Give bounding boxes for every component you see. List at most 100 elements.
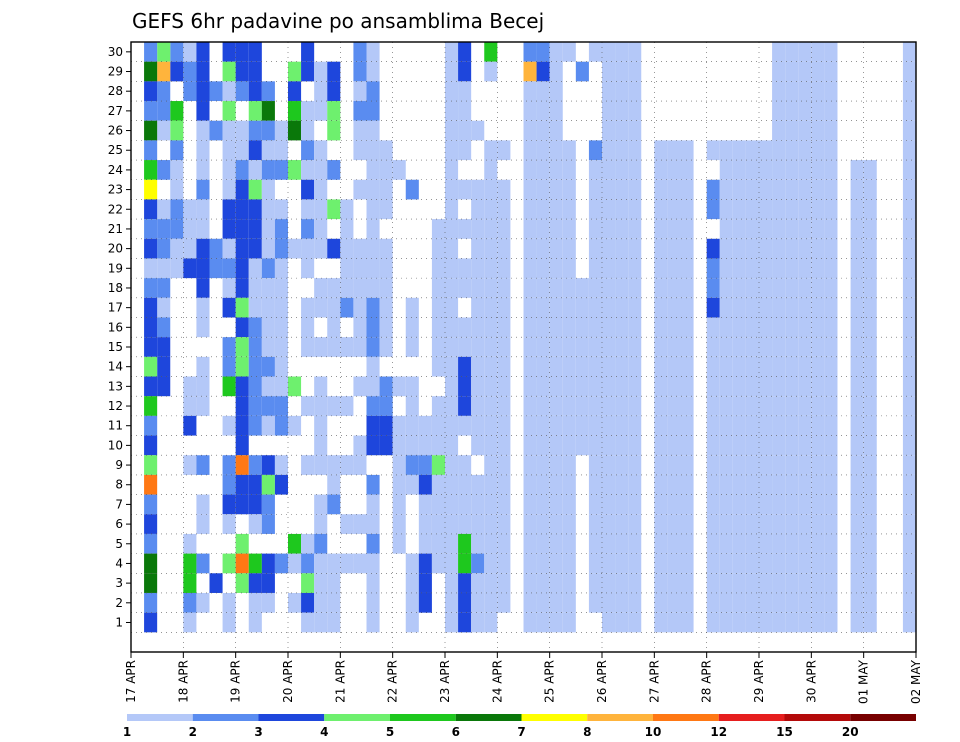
precip-cell [562,415,576,436]
precip-cell [863,199,877,220]
precip-cell [654,553,668,574]
y-tick-label: 11 [108,419,123,433]
precip-cell [288,238,302,259]
colorbar-level-label: 1 [123,725,131,739]
precip-cell [248,238,262,259]
precip-cell [562,612,576,633]
precip-cell [549,356,563,377]
precip-cell [902,494,916,515]
precip-cell [327,297,341,318]
precip-cell [314,179,328,200]
precip-cell [183,415,197,436]
precip-cell [902,219,916,239]
precip-cell [222,258,236,279]
precip-cell [602,494,616,515]
precip-cell [484,297,498,318]
precip-cell [615,573,629,593]
precip-cell [157,317,171,338]
precip-cell [549,553,563,574]
precip-cell [353,317,367,338]
precip-cell [759,494,773,515]
precip-cell [549,42,563,62]
precip-cell [667,356,681,377]
precip-cell [445,376,459,397]
precip-cell [602,61,616,82]
precip-cell [471,553,485,574]
precip-cell [549,199,563,220]
precip-cell [157,61,171,82]
precip-cell [144,415,158,436]
precip-cell [431,356,445,377]
precip-cell [301,317,315,338]
precip-cell [759,278,773,298]
precip-cell [536,199,550,220]
precip-cell [222,494,236,515]
precip-cell [902,199,916,220]
precip-cell [549,494,563,515]
precip-cell [549,455,563,475]
precip-cell [209,120,223,141]
precip-cell [445,101,459,121]
precip-cell [824,415,838,436]
precip-cell [549,317,563,338]
y-tick-label: 1 [115,615,123,629]
precip-cell [144,317,158,338]
precip-cell [314,514,328,534]
precip-cell [628,435,642,456]
precip-cell [706,297,720,318]
precip-cell [615,396,629,416]
precip-cell [811,238,825,259]
precip-cell [628,474,642,495]
precip-cell [772,297,786,318]
precip-cell [523,297,537,318]
precip-cell [484,494,498,515]
precip-cell [811,494,825,515]
precip-cell [628,160,642,180]
precip-cell [379,396,393,416]
precip-cell [235,356,249,377]
precip-cell [575,396,589,416]
precip-cell [183,592,197,613]
precip-cell [196,553,210,574]
precip-cell [745,258,759,279]
precip-cell [366,160,380,180]
precip-cell [902,297,916,318]
precip-cell [772,553,786,574]
precip-cell [144,297,158,318]
precip-cell [327,160,341,180]
precip-cell [222,42,236,62]
precip-cell [863,219,877,239]
precip-cell [523,612,537,633]
precip-cell [588,573,602,593]
precip-cell [602,317,616,338]
precip-cell [785,337,799,357]
precip-cell [288,160,302,180]
precip-cell [235,297,249,318]
precip-cell [628,592,642,613]
precip-cell [458,396,472,416]
precip-cell [549,533,563,554]
precip-cell [654,199,668,220]
precip-cell [144,573,158,593]
precip-cell [628,238,642,259]
precip-cell [798,297,812,318]
precip-cell [536,435,550,456]
colorbar-swatch [653,714,719,721]
precip-cell [235,376,249,397]
x-axis-date-labels: 17 APR 18 APR 19 APR 20 APR 21 APR 22 APR 23 A… [124,652,923,704]
precip-cell [144,81,158,102]
precip-cell [379,258,393,279]
precip-cell [575,317,589,338]
precip-cell [261,592,275,613]
precip-cell [471,376,485,397]
precip-cell [628,376,642,397]
precip-cell [667,455,681,475]
precip-cell [536,415,550,436]
precip-cell [157,120,171,141]
precip-cell [183,238,197,259]
precip-cell [628,455,642,475]
precip-cell [850,573,864,593]
precip-cell [811,435,825,456]
precip-cell [523,258,537,279]
precip-cell [405,297,419,318]
